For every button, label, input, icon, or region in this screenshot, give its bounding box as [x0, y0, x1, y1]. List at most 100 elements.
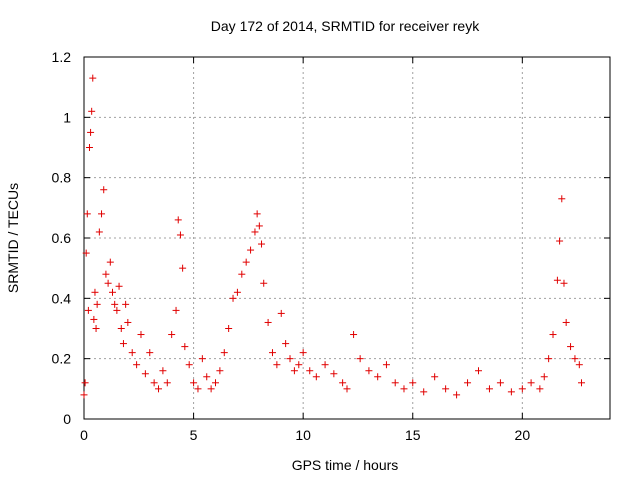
data-point — [339, 379, 347, 387]
y-tick-label: 1 — [63, 109, 71, 125]
x-tick-label: 5 — [190, 427, 198, 443]
data-point — [238, 270, 246, 278]
data-point — [225, 325, 233, 332]
data-point — [286, 355, 294, 363]
data-point — [176, 231, 184, 239]
data-point — [431, 373, 439, 381]
data-point — [536, 385, 544, 393]
y-tick-label: 1.2 — [52, 49, 72, 65]
data-point — [273, 361, 281, 369]
x-tick-labels: 0 5 10 15 20 — [80, 427, 530, 443]
data-point — [540, 373, 548, 381]
data-point — [81, 379, 89, 387]
data-point — [299, 349, 307, 357]
data-point — [567, 343, 575, 351]
y-tick-label: 0.6 — [52, 230, 72, 246]
data-point — [247, 246, 255, 254]
data-point — [229, 294, 237, 302]
data-point — [312, 373, 320, 381]
x-tick-label: 0 — [80, 427, 88, 443]
data-point — [330, 370, 338, 378]
data-point — [295, 361, 303, 369]
data-point — [163, 379, 171, 387]
data-point — [174, 216, 182, 224]
data-point — [216, 367, 224, 375]
data-point — [91, 288, 99, 296]
data-point — [90, 315, 98, 323]
data-point — [159, 367, 167, 375]
data-point — [409, 379, 417, 387]
data-point — [464, 379, 472, 387]
data-point — [507, 388, 515, 396]
axis-ticks — [83, 56, 610, 420]
data-point — [83, 210, 91, 218]
data-point — [442, 385, 450, 393]
x-tick-label: 15 — [405, 427, 421, 443]
grid — [84, 57, 610, 419]
data-point — [88, 107, 96, 115]
data-point — [207, 385, 215, 393]
data-point — [496, 379, 504, 387]
data-point — [306, 367, 314, 375]
data-point — [137, 331, 145, 339]
data-point — [122, 300, 130, 308]
data-point — [128, 349, 136, 357]
y-axis-title: SRMTID / TECUs — [5, 183, 21, 293]
data-point — [87, 128, 95, 136]
data-point — [545, 355, 553, 363]
data-point — [556, 237, 564, 245]
data-point — [141, 370, 149, 378]
data-point — [475, 367, 482, 375]
data-point — [172, 306, 180, 314]
data-point — [150, 379, 158, 387]
data-point — [420, 388, 428, 396]
chart-title: Day 172 of 2014, SRMTID for receiver rey… — [211, 18, 480, 34]
y-tick-label: 0.8 — [52, 170, 72, 186]
data-point — [251, 228, 259, 236]
data-point — [113, 306, 121, 314]
data-point — [242, 258, 250, 266]
data-point — [155, 385, 163, 393]
data-point — [80, 391, 88, 399]
data-point — [84, 306, 92, 314]
data-point — [253, 210, 261, 218]
data-point — [282, 340, 290, 348]
data-points — [80, 74, 586, 399]
data-point — [203, 373, 211, 381]
data-point — [146, 349, 154, 357]
data-point — [382, 361, 390, 369]
data-point — [578, 379, 586, 387]
data-point — [453, 391, 461, 399]
data-point — [124, 318, 132, 326]
data-point — [233, 288, 241, 296]
data-point — [571, 355, 579, 363]
data-point — [168, 331, 176, 339]
data-point — [111, 300, 119, 308]
data-point — [549, 331, 557, 339]
data-point — [108, 288, 116, 296]
y-tick-label: 0.2 — [52, 351, 72, 367]
data-point — [98, 210, 106, 218]
data-point — [518, 385, 526, 393]
data-point — [115, 282, 123, 290]
data-point — [133, 361, 141, 369]
data-point — [185, 361, 193, 369]
data-point — [85, 144, 93, 151]
data-point — [400, 385, 408, 393]
y-tick-label: 0 — [63, 411, 71, 427]
x-axis-title: GPS time / hours — [292, 457, 399, 473]
data-point — [95, 228, 103, 236]
data-point — [264, 318, 272, 326]
y-tick-labels: 0 0.2 0.4 0.6 0.8 1 1.2 — [52, 49, 72, 427]
x-tick-label: 20 — [515, 427, 531, 443]
data-point — [119, 340, 127, 348]
data-point — [190, 379, 198, 387]
data-point — [562, 318, 570, 326]
plot-frame — [83, 56, 611, 420]
data-point — [212, 379, 219, 387]
data-point — [321, 361, 329, 369]
data-point — [260, 279, 268, 287]
data-point — [391, 379, 399, 387]
y-tick-label: 0.4 — [52, 290, 72, 306]
